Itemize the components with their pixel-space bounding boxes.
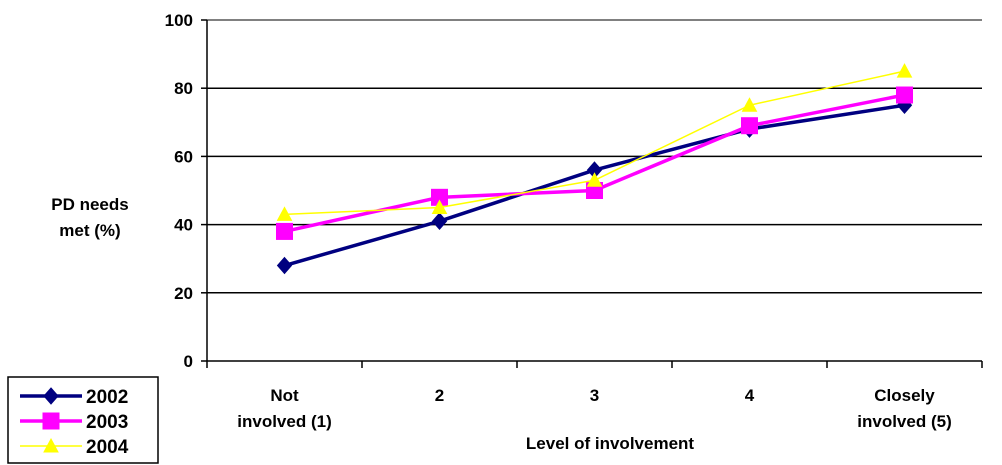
legend-label: 2004 — [86, 437, 129, 458]
y-tick-label: 0 — [184, 352, 193, 371]
data-point-2003-5 — [896, 86, 913, 104]
legend-label: 2003 — [86, 412, 128, 433]
legend-marker — [42, 412, 60, 430]
x-tick-label: Not involved (1) — [237, 386, 331, 431]
data-point-2004-4 — [741, 97, 758, 112]
y-tick-label: 80 — [174, 79, 193, 98]
data-point-2004-1 — [276, 206, 293, 221]
y-tick-label: 100 — [165, 11, 193, 30]
data-point-2004-5 — [896, 63, 913, 78]
x-tick-label: Closely involved (5) — [857, 386, 951, 431]
legend: 2002 2003 2004 — [7, 376, 159, 464]
data-point-2004-2 — [431, 199, 448, 215]
series-2004 — [276, 63, 913, 221]
y-tick-label: 20 — [174, 284, 193, 303]
data-point-2002-2 — [431, 212, 448, 230]
legend-item-2002: 2002 — [20, 387, 128, 408]
legend-item-2004: 2004 — [20, 437, 129, 458]
data-point-2003-4 — [741, 117, 758, 135]
data-point-2003-1 — [276, 222, 293, 240]
x-tick-label: 2 — [435, 386, 444, 405]
legend-marker — [43, 437, 59, 453]
data-point-2004-3 — [586, 172, 603, 187]
x-tick-label: 4 — [745, 386, 755, 405]
x-tick-label: 3 — [590, 386, 599, 405]
x-tick-labels: Not involved (1) 2 3 4 Closely involved (5) — [237, 386, 951, 431]
legend-item-2003: 2003 — [20, 412, 128, 433]
series-layer — [276, 63, 913, 275]
legend-label: 2002 — [86, 387, 128, 408]
x-axis-title: Level of involvement — [526, 434, 694, 453]
y-tick-label: 60 — [174, 147, 193, 166]
data-point-2002-1 — [276, 256, 293, 275]
y-tick-labels: 0 20 40 60 80 100 — [165, 11, 193, 371]
y-axis-title: PD needs met (%) — [51, 195, 128, 240]
gridlines — [207, 19, 982, 294]
y-tick-label: 40 — [174, 216, 193, 235]
axes — [201, 19, 983, 368]
legend-marker — [43, 387, 59, 405]
